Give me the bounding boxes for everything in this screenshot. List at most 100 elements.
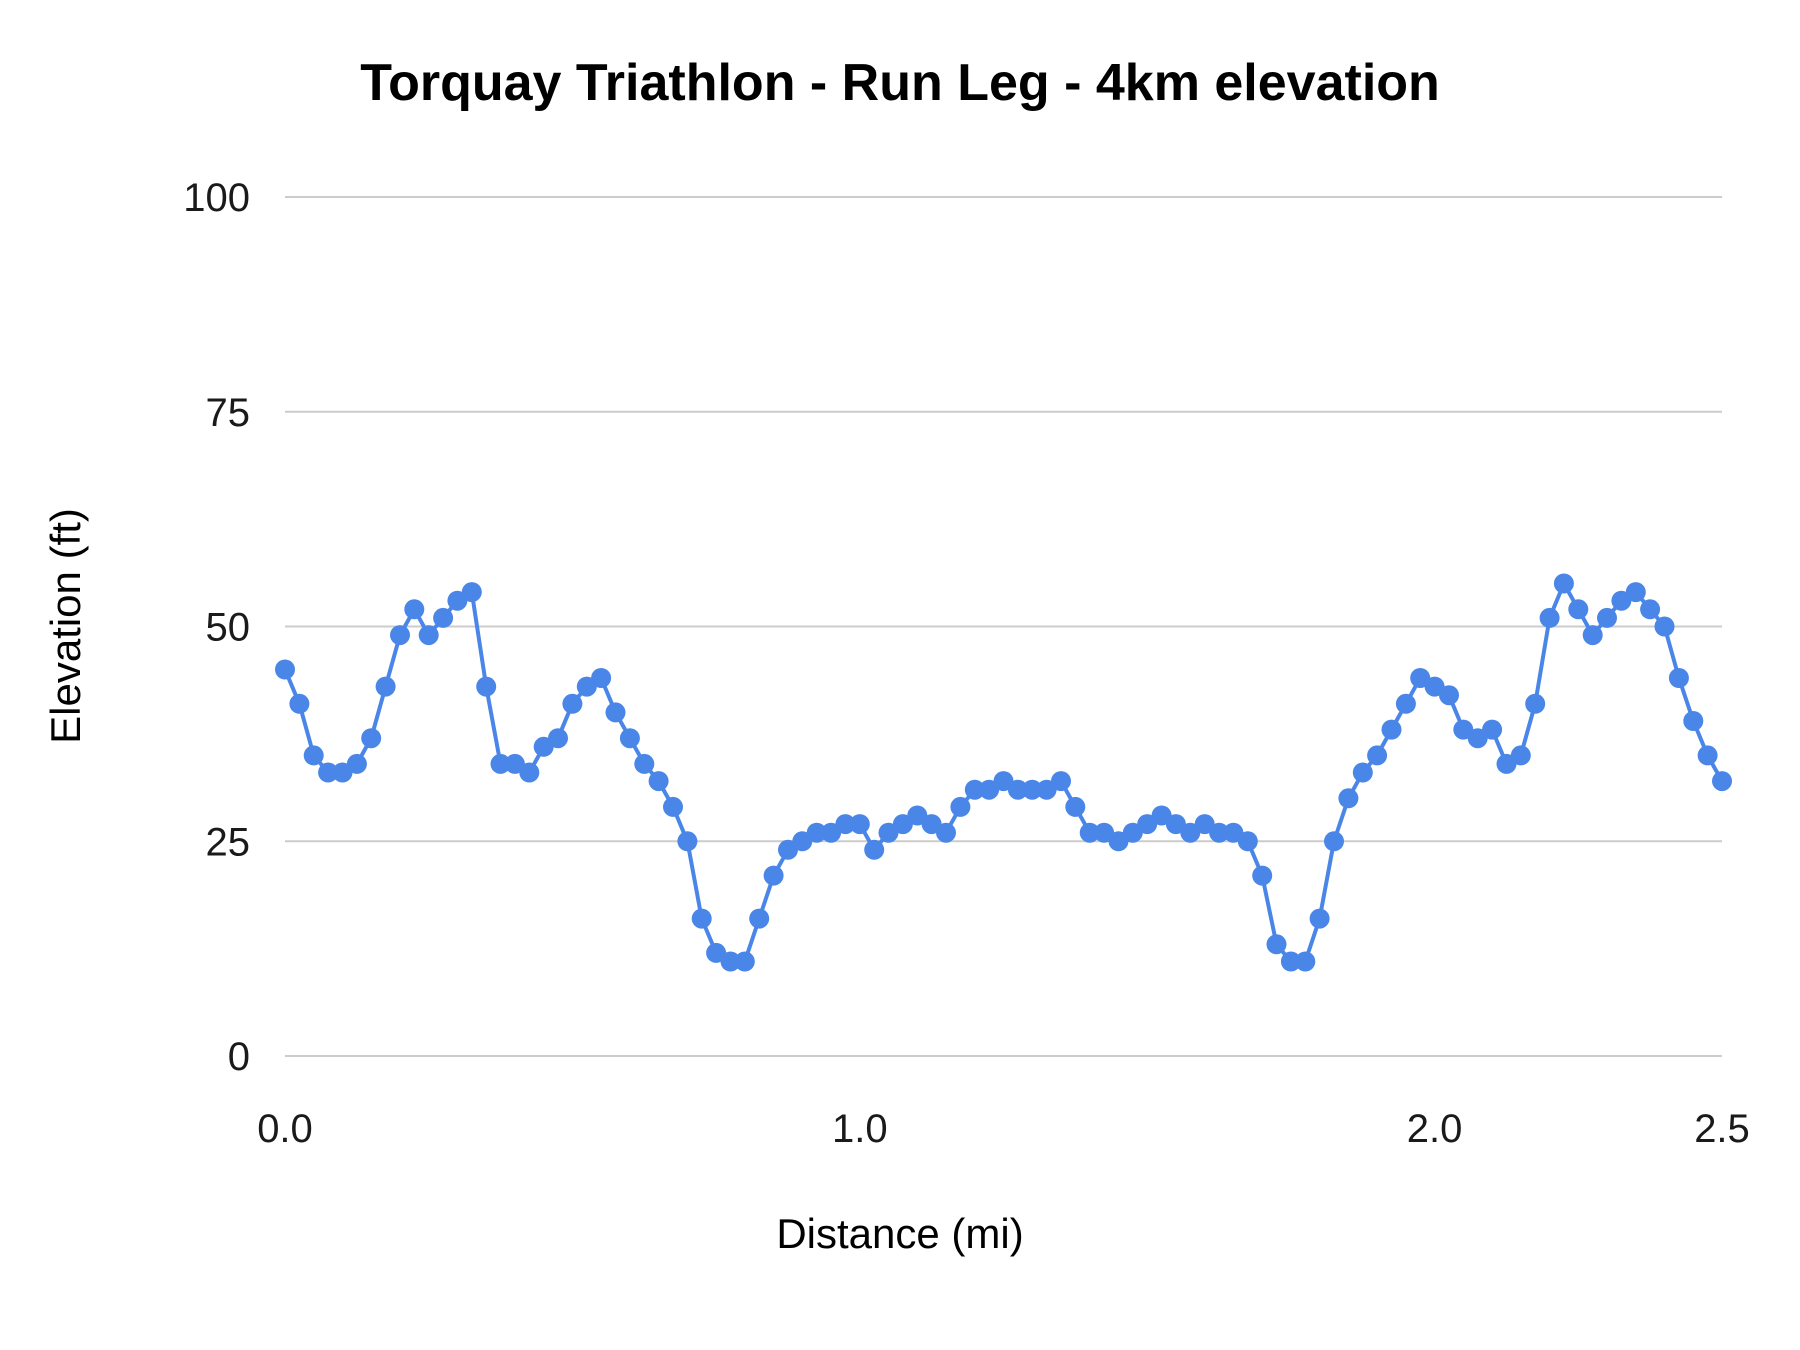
data-point-marker [418, 625, 439, 646]
data-point-marker [1611, 590, 1632, 611]
data-point-marker [921, 814, 942, 835]
data-point-marker [433, 607, 454, 628]
data-point-marker [663, 796, 683, 817]
data-point-marker [1668, 668, 1689, 688]
data-point-marker [1180, 822, 1201, 843]
data-point-marker [605, 702, 626, 723]
y-axis-tick-labels: 0 25 50 75 100 [183, 176, 250, 1079]
data-point-marker [648, 771, 669, 792]
data-point-marker [1122, 822, 1143, 843]
data-point-marker [706, 942, 727, 963]
x-tick-label: 2.5 [1694, 1107, 1750, 1151]
data-point-marker [1295, 951, 1316, 972]
data-point-marker [806, 822, 827, 843]
data-point-marker [1640, 599, 1661, 620]
data-point-marker [634, 753, 655, 774]
data-point-marker [1553, 573, 1574, 594]
data-point-marker [275, 659, 295, 680]
data-point-marker [1453, 719, 1474, 740]
data-point-marker [1467, 728, 1488, 749]
data-point-marker [1395, 693, 1416, 714]
data-point-marker [1654, 616, 1675, 637]
data-point-marker [1209, 822, 1230, 843]
data-point-marker [749, 908, 770, 929]
data-point-marker [763, 865, 784, 886]
data-point-marker [864, 839, 885, 860]
data-point-marker [1137, 814, 1158, 835]
data-point-marker [1266, 934, 1287, 955]
data-point-marker [476, 676, 497, 697]
data-point-marker [950, 796, 971, 817]
data-point-marker [1022, 779, 1043, 800]
data-point-marker [1352, 762, 1373, 783]
y-tick-label: 0 [228, 1035, 250, 1079]
data-point-marker [1697, 745, 1718, 766]
data-point-marker [792, 831, 813, 852]
data-point-marker [548, 728, 568, 749]
data-point-marker [1482, 719, 1503, 740]
data-point-marker [303, 745, 324, 766]
data-point-marker [1683, 711, 1704, 731]
y-axis-title: Elevation (ft) [42, 508, 89, 744]
data-point-marker [1324, 831, 1344, 852]
data-point-marker [562, 693, 583, 714]
x-tick-label: 0.0 [257, 1107, 313, 1151]
y-tick-label: 25 [206, 820, 251, 864]
chart-title: Torquay Triathlon - Run Leg - 4km elevat… [360, 54, 1440, 112]
data-point-marker [677, 831, 698, 852]
data-point-marker [1625, 582, 1646, 603]
data-point-marker [878, 822, 899, 843]
data-point-marker [734, 951, 755, 972]
x-tick-label: 1.0 [832, 1107, 888, 1151]
data-point-marker [1424, 676, 1445, 697]
data-point-marker [1165, 814, 1186, 835]
data-point-marker [835, 814, 856, 835]
data-point-marker [375, 676, 396, 697]
data-point-marker [1525, 693, 1546, 714]
data-point-marker [346, 753, 367, 774]
data-point-marker [404, 599, 425, 620]
data-point-marker [1194, 814, 1215, 835]
data-point-marker [1309, 908, 1330, 929]
data-point-marker [504, 753, 525, 774]
data-point-marker [332, 762, 353, 783]
data-point-marker [361, 728, 382, 749]
data-point-marker [1568, 599, 1589, 620]
data-point-marker [1582, 625, 1603, 646]
data-point-marker [461, 582, 482, 603]
y-tick-label: 50 [206, 606, 251, 650]
data-point-marker [1051, 771, 1071, 792]
data-point-marker [318, 762, 339, 783]
x-axis-title: Distance (mi) [776, 1210, 1023, 1257]
gridlines [285, 196, 1722, 1057]
data-point-marker [447, 590, 468, 611]
data-point-marker [1439, 685, 1459, 706]
data-point-marker [1007, 779, 1028, 800]
data-point-marker [1381, 719, 1402, 740]
elevation-series [275, 573, 1732, 972]
data-point-marker [892, 814, 913, 835]
data-point-marker [1410, 668, 1431, 688]
data-point-marker [1094, 822, 1115, 843]
data-point-marker [964, 779, 985, 800]
x-axis-tick-labels: 0.0 1.0 2.0 2.5 [257, 1107, 1750, 1151]
data-point-marker [1223, 822, 1244, 843]
data-point-marker [1539, 607, 1560, 628]
data-point-marker [849, 814, 870, 835]
data-point-marker [1367, 745, 1388, 766]
data-point-marker [720, 951, 741, 972]
data-point-marker [1079, 822, 1100, 843]
data-point-marker [1510, 745, 1531, 766]
data-point-marker [490, 753, 511, 774]
data-point-marker [993, 771, 1014, 792]
data-point-marker [289, 693, 310, 714]
data-point-marker [619, 728, 640, 749]
data-point-marker [1036, 779, 1057, 800]
data-point-marker [936, 822, 956, 843]
data-point-marker [691, 908, 712, 929]
data-point-marker [1597, 607, 1617, 628]
data-point-marker [1338, 788, 1359, 809]
data-point-marker [591, 668, 612, 688]
